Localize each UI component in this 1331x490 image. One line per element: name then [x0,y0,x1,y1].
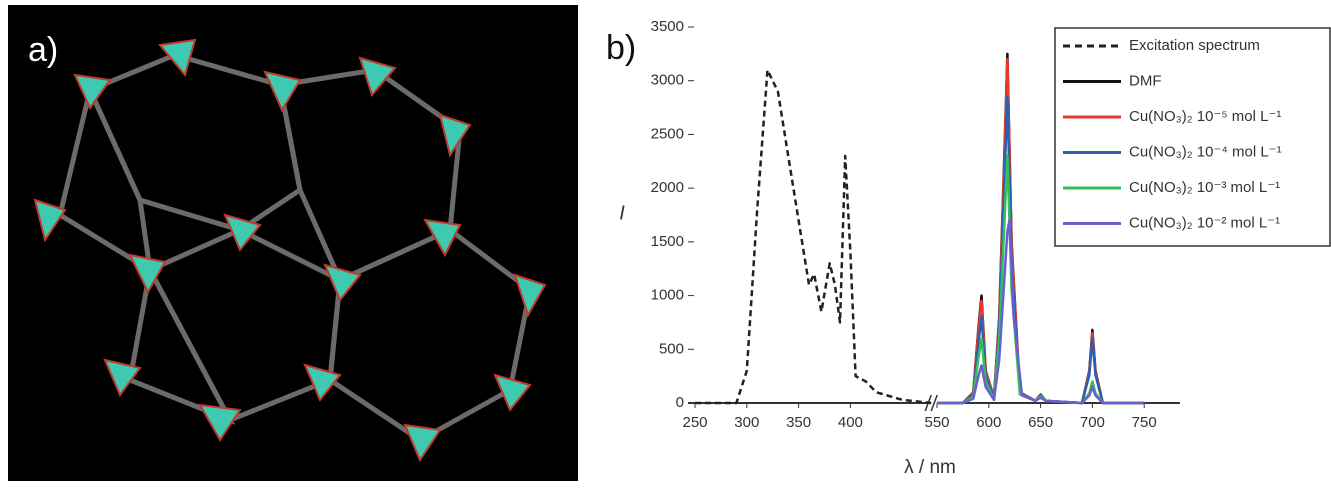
legend-label: Excitation spectrum [1129,37,1260,54]
series-line [695,70,931,403]
x-tick-label: 350 [786,414,811,431]
legend-label: DMF [1129,72,1162,89]
x-tick-label: 300 [734,414,759,431]
y-tick-label: 3000 [651,72,684,89]
legend-label: Cu(NO₃)₂ 10⁻² mol L⁻¹ [1129,214,1280,231]
legend-label: Cu(NO₃)₂ 10⁻⁴ mol L⁻¹ [1129,143,1282,160]
x-axis-label: λ / nm [904,457,956,478]
x-tick-label: 700 [1080,414,1105,431]
y-tick-label: 3500 [651,18,684,35]
y-tick-label: 1000 [651,287,684,304]
y-axis-label: I [619,202,625,224]
structure-image: a) [8,5,578,481]
x-tick-label: 750 [1132,414,1157,431]
x-tick-label: 600 [976,414,1001,431]
series-line [937,220,1144,403]
y-tick-label: 500 [659,340,684,357]
legend-label: Cu(NO₃)₂ 10⁻⁵ mol L⁻¹ [1129,108,1281,125]
x-tick-label: 650 [1028,414,1053,431]
legend-label: Cu(NO₃)₂ 10⁻³ mol L⁻¹ [1129,179,1280,196]
x-tick-label: 250 [682,414,707,431]
panel-label: a) [28,31,58,69]
figure: a) b) I λ / nm 0 500 1000 1500 2000 2500 3000 3… [0,0,1331,485]
x-tick-label: 550 [924,414,949,431]
legend-box [1055,28,1330,246]
y-tick-label: 1500 [651,233,684,250]
panel-label: b) [606,29,636,67]
y-tick-label: 2000 [651,179,684,196]
y-tick-label: 0 [676,394,684,411]
x-tick-label: 400 [838,414,863,431]
y-tick-label: 2500 [651,125,684,142]
